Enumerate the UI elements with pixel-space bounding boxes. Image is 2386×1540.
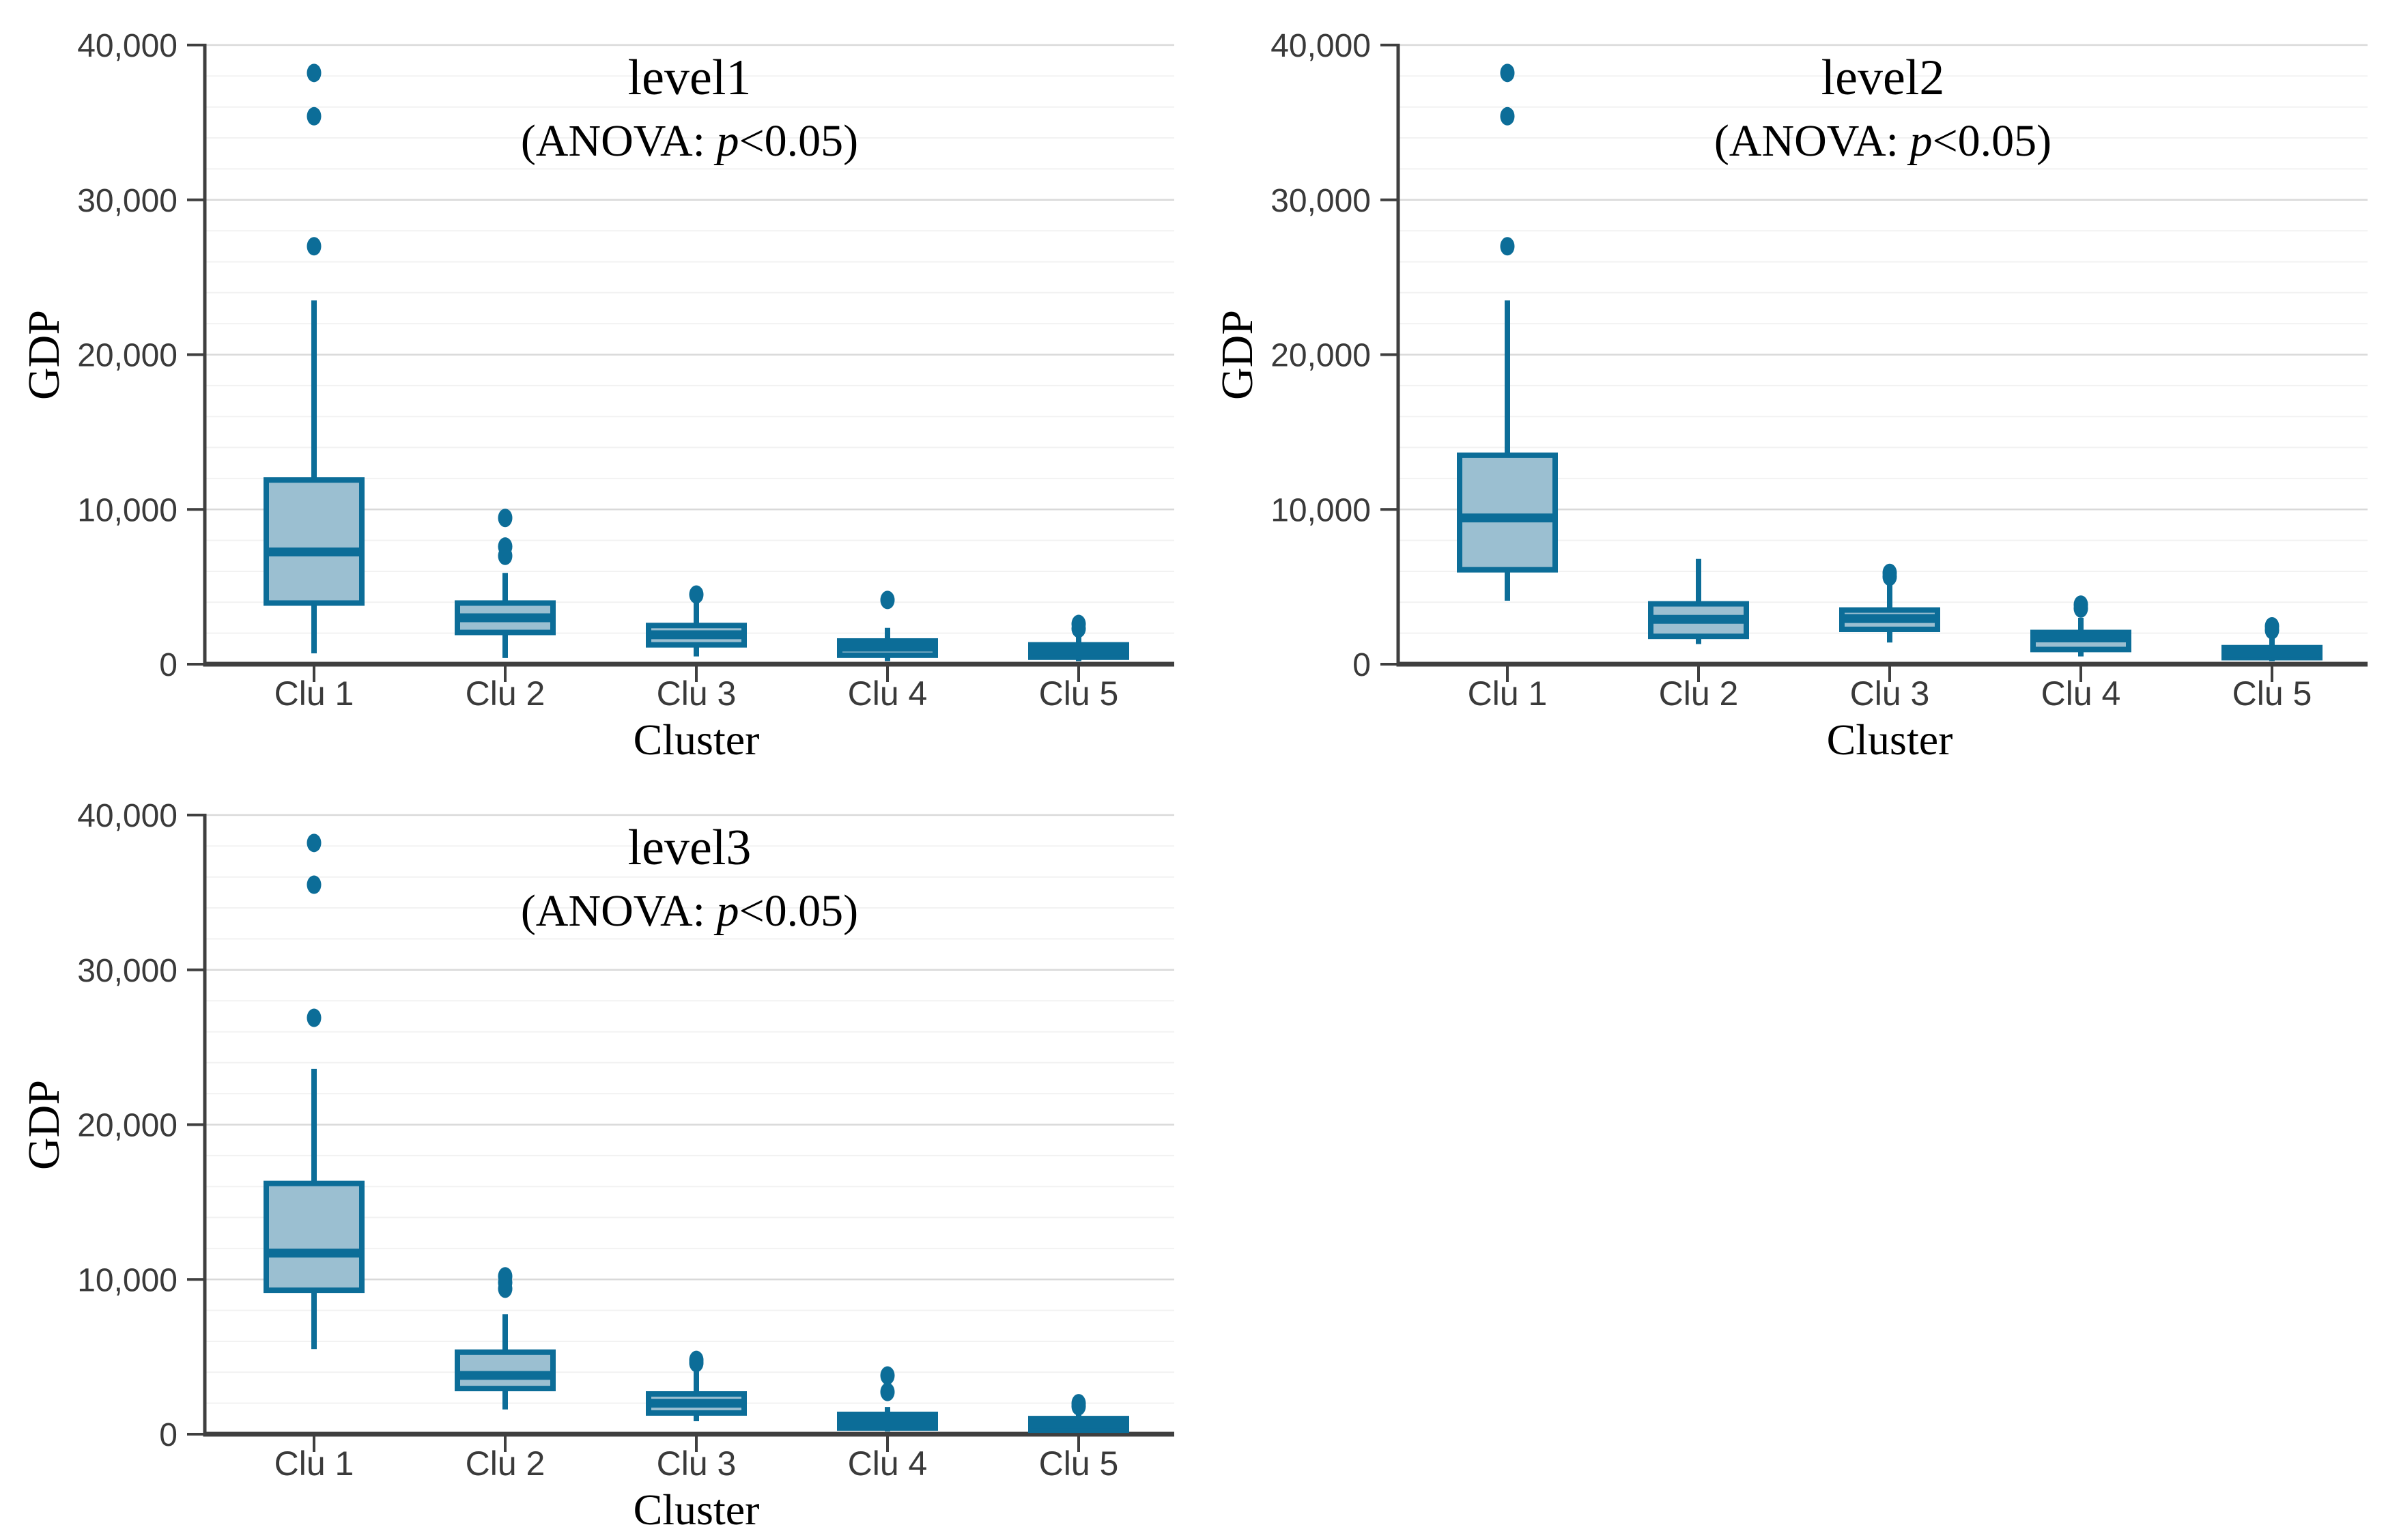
y-tick-label: 20,000: [77, 338, 177, 374]
outlier-dot: [498, 509, 513, 528]
y-axis-title: GDP: [19, 1079, 69, 1170]
x-tick-label: Clu 4: [2041, 674, 2121, 713]
subtitle-suffix: <0.05): [1932, 116, 2052, 166]
box-group-clu-3: [646, 585, 747, 657]
y-tick-label: 20,000: [77, 1108, 177, 1144]
x-tick-label: Clu 2: [1659, 674, 1739, 713]
chart-title: level2: [1821, 50, 1945, 106]
box-group-clu-2: [455, 509, 556, 658]
outlier-dot: [307, 833, 322, 853]
x-tick-label: Clu 5: [2232, 674, 2312, 713]
chart-subtitle: (ANOVA: p<0.05): [1398, 115, 2368, 168]
x-tick-label: Clu 1: [1468, 674, 1548, 713]
chart-panel-level1: 0 10,000 20,000 30,000 40,000 Clu 1 Clu 2 Clu 3…: [0, 0, 1193, 770]
boxplot-svg-level1: 0 10,000 20,000 30,000 40,000 Clu 1 Clu 2 Clu 3…: [77, 28, 1174, 713]
x-tick-label: Clu 1: [274, 674, 354, 713]
iqr-box: [455, 1349, 556, 1392]
y-tick-label: 40,000: [1270, 28, 1371, 64]
y-tick-label: 40,000: [77, 28, 177, 64]
outlier-dot: [498, 537, 513, 556]
outlier-dot: [307, 1008, 322, 1027]
x-tick-label: Clu 3: [657, 674, 737, 713]
y-tick-label: 10,000: [1270, 492, 1371, 528]
y-tick-label: 0: [1352, 647, 1371, 683]
outlier-dot: [1071, 1394, 1086, 1413]
outlier-dot: [2264, 616, 2280, 636]
iqr-box: [264, 1180, 365, 1294]
x-axis-title: Cluster: [633, 1485, 760, 1534]
chart-panel-level2: 0 10,000 20,000 30,000 40,000 Clu 1 Clu 2 Clu 3…: [1193, 0, 2386, 770]
y-tick-label: 20,000: [1270, 338, 1371, 374]
box-group-clu-4: [837, 1366, 938, 1431]
x-tick-label: Clu 2: [466, 674, 545, 713]
x-tick-label: Clu 4: [848, 1444, 928, 1483]
y-tick-label: 30,000: [77, 183, 177, 219]
box-group-clu-3: [1839, 563, 1940, 643]
subtitle-prefix: (ANOVA:: [520, 886, 717, 936]
y-tick-label: 30,000: [77, 953, 177, 989]
box-group-clu-5: [2221, 616, 2323, 661]
outlier-dot: [689, 1350, 704, 1369]
boxplot-svg-level3: 0 10,000 20,000 30,000 40,000 Clu 1 Clu 2 Clu 3…: [77, 798, 1174, 1483]
outlier-dot: [307, 237, 322, 256]
outlier-dot: [307, 875, 322, 894]
subtitle-p-symbol: p: [716, 886, 739, 936]
y-tick-label: 30,000: [1270, 183, 1371, 219]
subtitle-p-symbol: p: [716, 116, 739, 166]
x-axis-title: Cluster: [633, 715, 760, 764]
box-group-clu-2: [1648, 558, 1749, 644]
box-group-clu-2: [455, 1267, 556, 1410]
x-tick-label: Clu 5: [1039, 674, 1119, 713]
y-axis-title: GDP: [19, 309, 69, 400]
box-group-clu-5: [1028, 1394, 1129, 1434]
box-group-clu-4: [837, 590, 938, 661]
subtitle-suffix: <0.05): [739, 886, 859, 936]
outlier-dot: [1500, 63, 1515, 83]
outlier-dot: [1500, 237, 1515, 256]
outlier-dot: [1882, 563, 1897, 582]
y-axis-title: GDP: [1212, 309, 1262, 400]
outlier-dot: [2073, 595, 2088, 614]
outlier-dot: [880, 590, 895, 610]
outlier-dot: [880, 1366, 895, 1385]
outlier-dot: [498, 1267, 513, 1286]
chart-subtitle: (ANOVA: p<0.05): [205, 885, 1174, 938]
box-group-clu-1: [264, 63, 365, 654]
boxplot-svg-level2: 0 10,000 20,000 30,000 40,000 Clu 1 Clu 2 Clu 3…: [1270, 28, 2368, 713]
subtitle-suffix: <0.05): [739, 116, 859, 166]
box-group-clu-3: [646, 1350, 747, 1421]
chart-title: level1: [627, 50, 752, 106]
outlier-dot: [307, 63, 322, 83]
subtitle-prefix: (ANOVA:: [520, 116, 717, 166]
outlier-dot: [880, 1382, 895, 1401]
outlier-dot: [1500, 106, 1515, 126]
y-tick-label: 10,000: [77, 492, 177, 528]
outlier-dot: [1071, 614, 1086, 633]
chart-panel-level3: 0 10,000 20,000 30,000 40,000 Clu 1 Clu 2 Clu 3…: [0, 770, 1193, 1540]
x-tick-label: Clu 2: [466, 1444, 545, 1483]
chart-title: level3: [627, 820, 752, 876]
y-tick-label: 0: [159, 1417, 177, 1453]
x-tick-label: Clu 4: [848, 674, 928, 713]
box-group-clu-1: [1457, 63, 1558, 601]
subtitle-p-symbol: p: [1909, 116, 1933, 166]
box-group-clu-4: [2030, 595, 2131, 657]
y-tick-label: 0: [159, 647, 177, 683]
chart-subtitle: (ANOVA: p<0.05): [205, 115, 1174, 168]
y-tick-label: 40,000: [77, 798, 177, 834]
subtitle-prefix: (ANOVA:: [1714, 116, 1910, 166]
x-tick-label: Clu 3: [657, 1444, 737, 1483]
x-tick-label: Clu 3: [1850, 674, 1930, 713]
iqr-box: [264, 477, 365, 606]
x-tick-label: Clu 5: [1039, 1444, 1119, 1483]
x-axis-title: Cluster: [1826, 715, 1953, 764]
box-group-clu-1: [264, 833, 365, 1350]
iqr-box: [1457, 452, 1558, 573]
y-tick-label: 10,000: [77, 1262, 177, 1298]
x-tick-label: Clu 1: [274, 1444, 354, 1483]
box-group-clu-5: [1028, 614, 1129, 661]
outlier-dot: [307, 106, 322, 126]
outlier-dot: [689, 585, 704, 604]
